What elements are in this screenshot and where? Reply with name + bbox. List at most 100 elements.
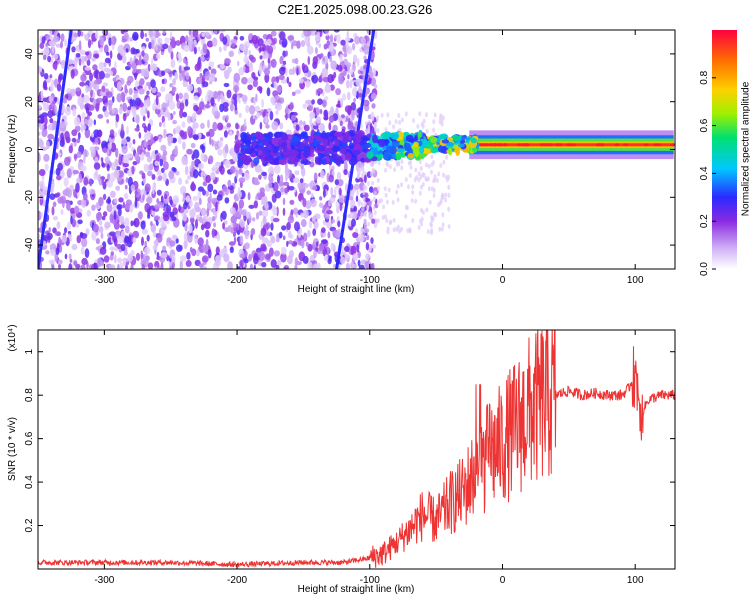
noise-speckle	[317, 88, 323, 95]
noise-speckle	[191, 160, 195, 168]
noise-speckle	[178, 204, 181, 212]
noise-speckle	[207, 119, 210, 129]
signal-blob	[240, 132, 248, 140]
noise-speckle	[101, 85, 106, 93]
noise-speckle	[340, 98, 344, 108]
noise-speckle	[146, 234, 150, 242]
noise-speckle	[301, 239, 305, 249]
colorbar-tick-label: 0.2	[699, 214, 710, 228]
noise-speckle	[414, 167, 418, 173]
noise-speckle	[127, 176, 133, 187]
noise-speckle	[418, 111, 422, 117]
noise-speckle	[95, 238, 100, 245]
noise-speckle	[89, 72, 93, 82]
noise-speckle	[302, 103, 307, 109]
noise-speckle	[324, 30, 329, 34]
noise-speckle	[59, 195, 67, 204]
noise-speckle	[200, 207, 207, 216]
noise-speckle	[430, 169, 433, 175]
noise-speckle	[187, 233, 193, 243]
colorbar-label: Normalized spectral amplitude	[741, 81, 750, 216]
noise-speckle	[91, 57, 96, 62]
noise-speckle	[376, 177, 380, 183]
noise-speckle	[321, 227, 326, 234]
noise-speckle	[74, 205, 80, 215]
noise-speckle	[38, 104, 42, 110]
noise-speckle	[91, 132, 95, 138]
noise-speckle	[169, 240, 176, 247]
noise-speckle	[172, 78, 177, 86]
noise-speckle	[192, 195, 199, 201]
noise-speckle	[80, 246, 85, 255]
noise-speckle	[413, 177, 417, 183]
signal-blob	[437, 144, 447, 153]
noise-speckle	[285, 112, 288, 121]
noise-speckle	[239, 259, 244, 268]
noise-speckle	[109, 246, 116, 251]
noise-speckle	[107, 173, 111, 181]
noise-speckle	[143, 103, 147, 108]
noise-speckle	[258, 174, 262, 180]
noise-speckle	[197, 186, 204, 192]
noise-speckle	[356, 244, 360, 253]
x-tick-label: -300	[94, 275, 114, 286]
noise-speckle	[81, 237, 88, 248]
noise-speckle	[185, 195, 191, 203]
noise-speckle	[364, 185, 368, 191]
noise-speckle	[295, 124, 300, 131]
colorbar-tick-label: 0.4	[699, 166, 710, 180]
noise-speckle	[319, 123, 325, 132]
noise-speckle	[67, 189, 72, 198]
noise-speckle	[274, 95, 280, 100]
noise-speckle	[329, 55, 333, 63]
noise-speckle	[232, 93, 237, 100]
noise-speckle	[130, 184, 135, 192]
noise-speckle	[319, 53, 324, 58]
noise-speckle	[217, 93, 221, 102]
noise-speckle	[241, 94, 248, 103]
noise-speckle	[352, 54, 358, 64]
noise-speckle	[365, 128, 370, 135]
noise-speckle	[288, 68, 294, 76]
noise-speckle	[318, 75, 322, 82]
noise-speckle	[346, 79, 350, 89]
noise-speckle	[104, 156, 110, 163]
noise-speckle	[307, 105, 313, 112]
noise-speckle	[210, 171, 216, 181]
noise-speckle	[162, 172, 167, 182]
noise-speckle	[163, 161, 169, 171]
noise-speckle	[387, 187, 391, 193]
noise-speckle	[362, 196, 366, 202]
noise-speckle	[361, 43, 365, 48]
signal-blob	[320, 133, 328, 139]
noise-speckle	[358, 85, 362, 93]
noise-speckle	[41, 36, 46, 45]
noise-speckle	[38, 131, 41, 137]
noise-speckle	[77, 219, 83, 225]
noise-speckle	[432, 211, 436, 217]
noise-speckle	[118, 262, 124, 269]
colorbar-tick-label: 0.8	[699, 70, 710, 84]
noise-speckle	[132, 139, 136, 145]
noise-speckle	[49, 102, 56, 110]
noise-speckle	[279, 122, 284, 130]
noise-speckle	[404, 111, 408, 117]
noise-speckle	[243, 118, 247, 127]
noise-speckle	[369, 171, 373, 177]
noise-speckle	[425, 207, 429, 213]
noise-speckle	[398, 120, 402, 125]
noise-speckle	[336, 33, 341, 44]
noise-speckle	[337, 179, 344, 187]
noise-speckle	[369, 186, 374, 193]
noise-speckle	[67, 221, 72, 230]
noise-speckle	[251, 34, 258, 45]
noise-speckle	[197, 77, 203, 85]
noise-speckle	[349, 68, 354, 76]
noise-speckle	[195, 218, 198, 229]
noise-speckle	[229, 246, 234, 253]
noise-speckle	[222, 185, 228, 192]
noise-speckle	[197, 237, 204, 247]
noise-speckle	[371, 180, 374, 186]
noise-speckle	[280, 246, 287, 255]
noise-speckle	[135, 252, 141, 261]
